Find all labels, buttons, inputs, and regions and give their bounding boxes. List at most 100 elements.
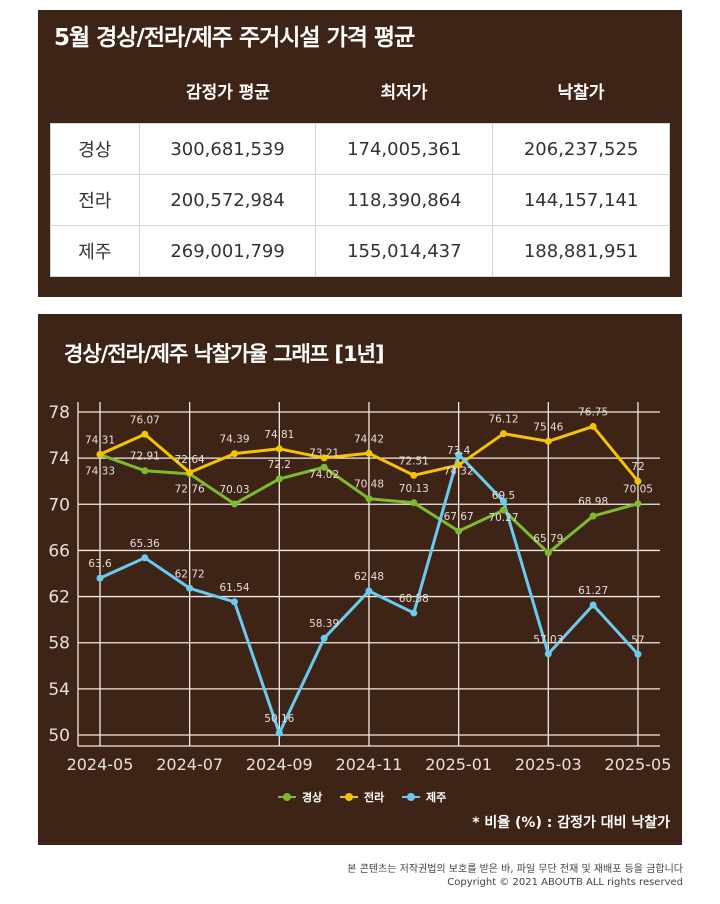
minimum-cell: 118,390,864: [315, 174, 494, 226]
appraisal-cell: 300,681,539: [138, 123, 317, 175]
footer-notice: 본 콘텐츠는 저작권법의 보호를 받은 바, 파일 무단 전재 및 재배포 등을…: [347, 864, 683, 875]
data-point: [499, 430, 507, 438]
data-point: [589, 512, 597, 520]
data-point: [275, 445, 283, 453]
winning-cell: 206,237,525: [492, 123, 670, 175]
region-cell: 제주: [50, 225, 140, 277]
data-point: [589, 601, 597, 609]
data-point: [410, 471, 418, 479]
data-label: 72.51: [399, 455, 429, 467]
table-header: 감정가 평균 최저가 낙찰가: [50, 78, 670, 122]
data-label: 65.79: [533, 533, 563, 545]
data-label: 70.48: [354, 479, 384, 491]
data-point: [365, 449, 373, 457]
footer-copyright: Copyright © 2021 ABOUTB ALL rights reser…: [447, 877, 683, 888]
chart-note: * 비율 (%) : 감정가 대비 낙찰가: [472, 815, 670, 831]
x-tick-label: 2024-09: [246, 755, 313, 774]
data-point: [141, 467, 149, 475]
data-label: 65.36: [130, 538, 160, 550]
data-label: 73.4: [447, 445, 471, 457]
header-appraisal: 감정가 평균: [185, 83, 271, 103]
line-chart: 50 54 58 62 66 70 74 78 2024-05 2024-07 2024-09 202…: [48, 402, 672, 804]
winning-cell: 188,881,951: [492, 225, 670, 277]
data-point: [275, 475, 283, 483]
data-label: 74.81: [264, 429, 294, 441]
data-label: 69.5: [492, 490, 515, 502]
data-label: 70.13: [399, 483, 429, 495]
legend-marker: [407, 793, 415, 801]
price-table: 경상 300,681,539 174,005,361 206,237,525 전…: [50, 123, 670, 277]
y-tick-label: 78: [48, 403, 70, 423]
data-label: 61.27: [578, 585, 608, 597]
x-tick-label: 2024-07: [156, 755, 223, 774]
data-label: 74.02: [309, 469, 339, 481]
data-point: [544, 650, 552, 658]
x-tick-label: 2024-05: [67, 755, 134, 774]
y-tick-label: 66: [48, 541, 70, 561]
table-row: 제주 269,001,799 155,014,437 188,881,951: [50, 225, 670, 277]
appraisal-cell: 269,001,799: [138, 225, 317, 277]
y-tick-label: 50: [48, 726, 70, 746]
winning-cell: 144,157,141: [492, 174, 670, 226]
legend-label: 경상: [302, 790, 322, 804]
chart-title: 경상/전라/제주 낙찰가율 그래프 [1년]: [64, 342, 385, 366]
data-label: 67.67: [444, 511, 474, 523]
data-label: 74.42: [354, 433, 384, 445]
minimum-cell: 174,005,361: [315, 123, 494, 175]
y-tick-label: 70: [48, 495, 70, 515]
data-point: [589, 422, 597, 430]
data-point: [365, 495, 373, 503]
y-tick-label: 62: [48, 588, 70, 608]
table-row: 경상 300,681,539 174,005,361 206,237,525: [50, 123, 670, 175]
x-tick-label: 2024-11: [336, 755, 403, 774]
data-label: 62.72: [175, 568, 205, 580]
region-cell: 경상: [50, 123, 140, 175]
data-label: 70.03: [219, 484, 249, 496]
data-label: 70.05: [623, 484, 653, 496]
data-label: 74.33: [85, 465, 115, 477]
region-cell: 전라: [50, 174, 140, 226]
data-point: [186, 584, 194, 592]
data-label: 74.39: [219, 434, 249, 446]
data-label: 72.2: [268, 459, 291, 471]
data-point: [634, 650, 642, 658]
header-winning: 낙찰가: [557, 83, 605, 103]
data-label: 57: [631, 634, 644, 646]
price-table-panel: 5월 경상/전라/제주 주거시설 가격 평균 감정가 평균 최저가 낙찰가 경상…: [38, 10, 682, 297]
appraisal-cell: 200,572,984: [138, 174, 317, 226]
data-label: 61.54: [219, 582, 249, 594]
x-tick-label: 2025-01: [425, 755, 492, 774]
y-tick-label: 54: [48, 680, 70, 700]
data-point: [230, 450, 238, 458]
data-label: 58.39: [309, 618, 339, 630]
data-label: 73.21: [309, 447, 339, 459]
header-minimum: 최저가: [380, 83, 428, 103]
data-label: 74.32: [444, 465, 474, 477]
data-label: 57.03: [533, 634, 563, 646]
data-point: [455, 461, 463, 469]
data-label: 75.46: [533, 421, 563, 433]
data-label: 74.31: [85, 435, 115, 447]
legend-label: 전라: [364, 790, 385, 804]
table-row: 전라 200,572,984 118,390,864 144,157,141: [50, 174, 670, 226]
table-title: 5월 경상/전라/제주 주거시설 가격 평균: [54, 25, 415, 51]
data-point: [320, 454, 328, 462]
x-tick-label: 2025-05: [605, 755, 672, 774]
data-point: [141, 554, 149, 562]
data-point: [455, 450, 463, 458]
data-label: 76.07: [130, 414, 160, 426]
chart-panel: 50 54 58 62 66 70 74 78 2024-05 2024-07 2024-09 202…: [38, 314, 682, 845]
data-point: [410, 609, 418, 617]
data-label: 76.12: [488, 414, 518, 426]
legend-label: 제주: [426, 790, 446, 804]
data-label: 76.75: [578, 406, 608, 418]
data-label: 72: [631, 461, 644, 473]
data-point: [410, 499, 418, 507]
data-point: [499, 506, 507, 514]
data-point: [230, 598, 238, 606]
y-tick-label: 58: [48, 634, 70, 654]
data-point: [365, 587, 373, 595]
data-point: [230, 500, 238, 508]
data-label: 72.64: [175, 454, 205, 466]
data-label: 72.76: [175, 483, 205, 495]
